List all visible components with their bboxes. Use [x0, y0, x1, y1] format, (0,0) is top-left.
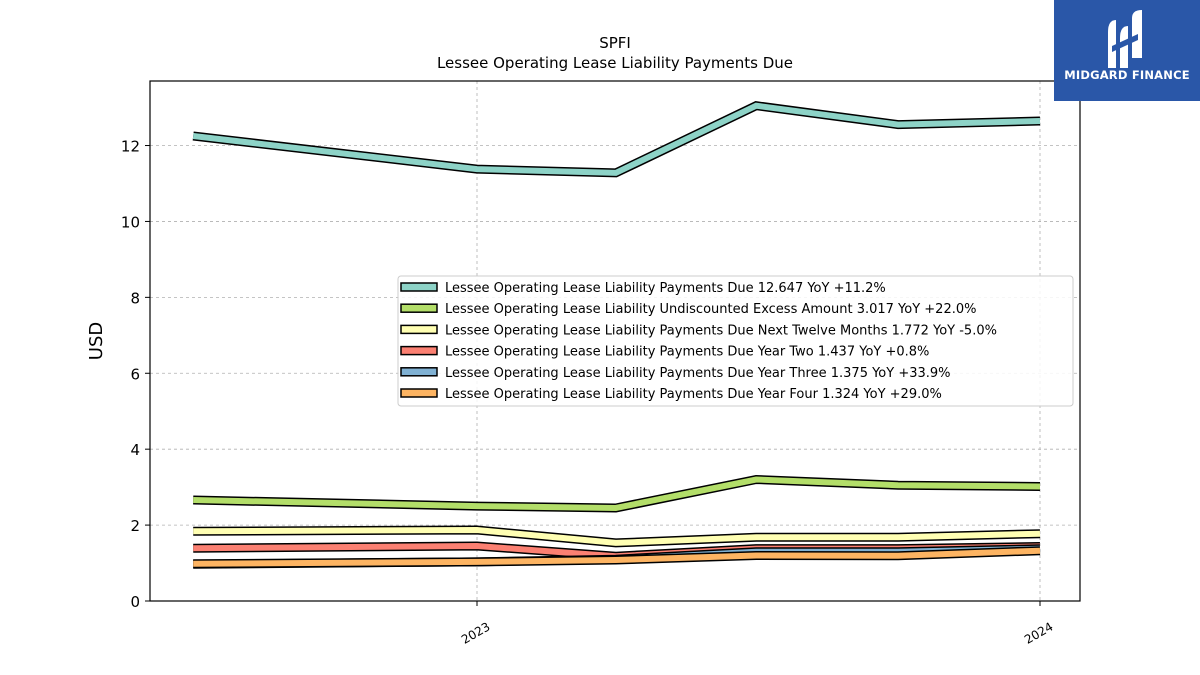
- legend-item: Lessee Operating Lease Liability Payment…: [400, 345, 929, 360]
- logo-text: MIDGARD FINANCE: [1064, 68, 1190, 82]
- series-line: [193, 526, 1041, 546]
- legend-label: Lessee Operating Lease Liability Payment…: [445, 345, 929, 360]
- y-tick-label: 6: [130, 365, 140, 383]
- series-line: [192, 102, 1041, 176]
- y-tick-label: 8: [130, 289, 140, 307]
- y-tick-label: 10: [121, 213, 140, 231]
- y-tick-label: 4: [130, 441, 140, 459]
- legend-label: Lessee Operating Lease Liability Payment…: [445, 387, 942, 402]
- legend: Lessee Operating Lease Liability Payment…: [397, 275, 1074, 407]
- chart-subtitle: Lessee Operating Lease Liability Payment…: [437, 54, 793, 72]
- series-outline: [192, 101, 1041, 178]
- legend-label: Lessee Operating Lease Liability Payment…: [445, 281, 886, 296]
- legend-item: Lessee Operating Lease Liability Payment…: [400, 281, 886, 296]
- legend-label: Lessee Operating Lease Liability Undisco…: [445, 302, 976, 317]
- y-tick-label: 0: [130, 593, 140, 611]
- legend-swatch: [400, 388, 438, 398]
- x-tick-label: 2024: [1022, 619, 1055, 646]
- x-tick-label: 2023: [459, 619, 492, 646]
- legend-swatch: [400, 303, 438, 313]
- legend-swatch: [400, 282, 438, 292]
- legend-label: Lessee Operating Lease Liability Payment…: [445, 323, 997, 338]
- axes: 0 2 4 6 8 10 12 2023 2024: [121, 138, 1056, 647]
- legend-label: Lessee Operating Lease Liability Payment…: [445, 366, 951, 381]
- legend-swatch: [400, 345, 438, 356]
- legend-item: Lessee Operating Lease Liability Payment…: [400, 366, 951, 381]
- chart-title: SPFI: [599, 34, 631, 52]
- logo-mark-icon: [1108, 10, 1142, 68]
- series-3: [193, 525, 1041, 548]
- legend-swatch: [400, 324, 438, 335]
- legend-item: Lessee Operating Lease Liability Payment…: [400, 387, 942, 402]
- y-tick-label: 12: [121, 138, 140, 156]
- series-line: [193, 547, 1041, 567]
- y-axis-label: USD: [86, 322, 107, 360]
- series-line: [193, 476, 1041, 512]
- y-tick-label: 2: [130, 517, 140, 535]
- series-lines: [192, 101, 1041, 569]
- legend-swatch: [400, 367, 438, 377]
- plot-area-frame: [149, 80, 1081, 602]
- series-1: [192, 101, 1041, 178]
- legend-item: Lessee Operating Lease Liability Payment…: [400, 323, 997, 338]
- legend-item: Lessee Operating Lease Liability Undisco…: [400, 302, 976, 317]
- series-6: [193, 546, 1041, 569]
- brand-logo: MIDGARD FINANCE: [1054, 0, 1200, 101]
- legend-box: [397, 275, 1074, 407]
- series-2: [193, 474, 1041, 513]
